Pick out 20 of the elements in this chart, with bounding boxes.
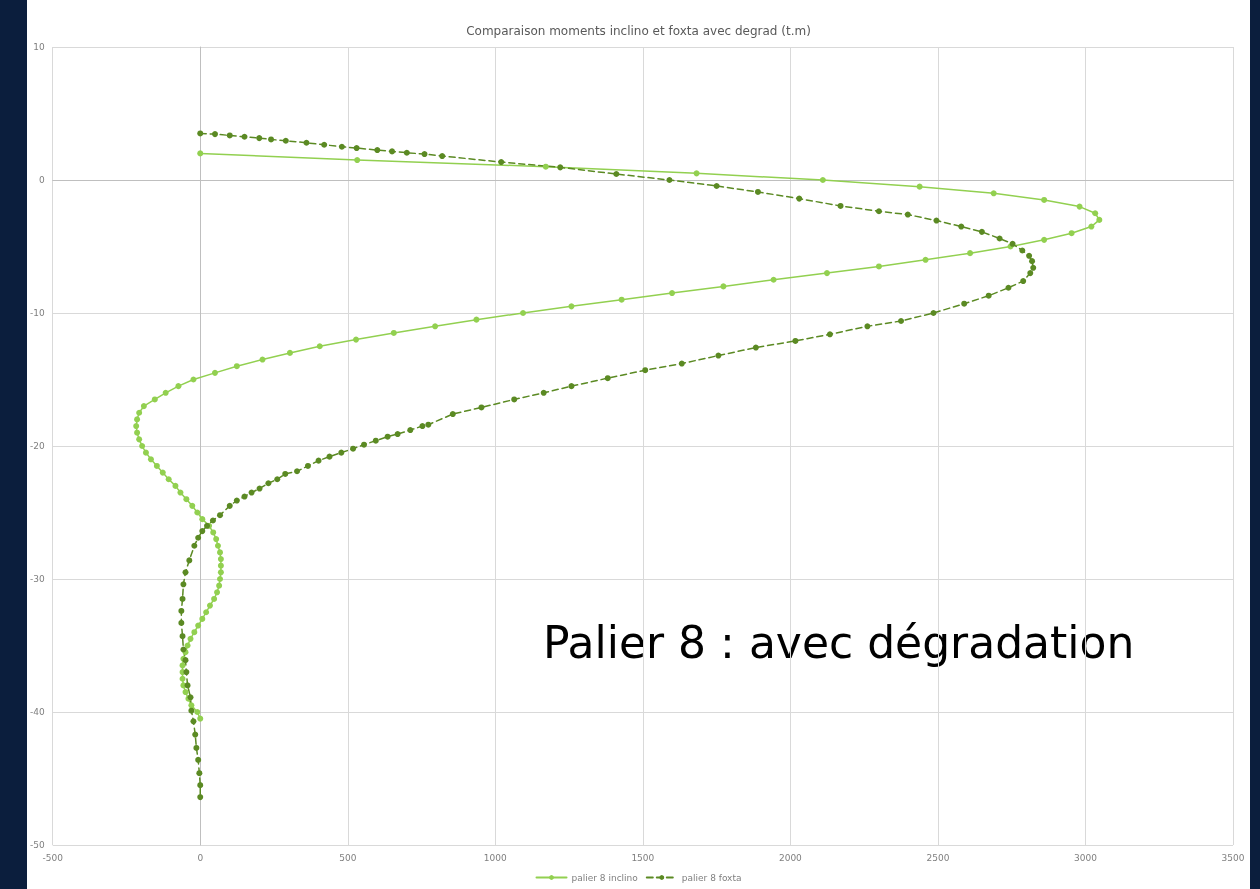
x-tick-label: 2500 [926,852,950,863]
annotation: Palier 8 : avec dégradation [543,616,1135,668]
x-tick-label: 0 [197,852,204,863]
x-tick-label: 3000 [1074,852,1098,863]
y-tick-label: -30 [30,574,45,584]
y-tick-label: -20 [30,441,45,451]
x-tick-label: 3500 [1221,852,1245,863]
y-tick-label: 0 [38,175,45,185]
y-tick-label: -50 [30,840,45,850]
x-tick-label: 1500 [631,852,655,863]
x-tick-label: -500 [42,852,64,863]
x-tick-label: 1000 [483,852,508,863]
y-tick-label: -10 [30,308,45,318]
legend-label: palier 8 foxta [681,872,742,883]
y-tick-label: 10 [33,42,45,52]
legend-label: palier 8 inclino [571,872,639,883]
chart-title: Comparaison moments inclino et foxta avec degrad (t.m) [466,24,811,38]
x-tick-label: 500 [339,852,357,863]
x-tick-label: 2000 [778,852,803,863]
y-tick-label: -40 [30,707,45,717]
